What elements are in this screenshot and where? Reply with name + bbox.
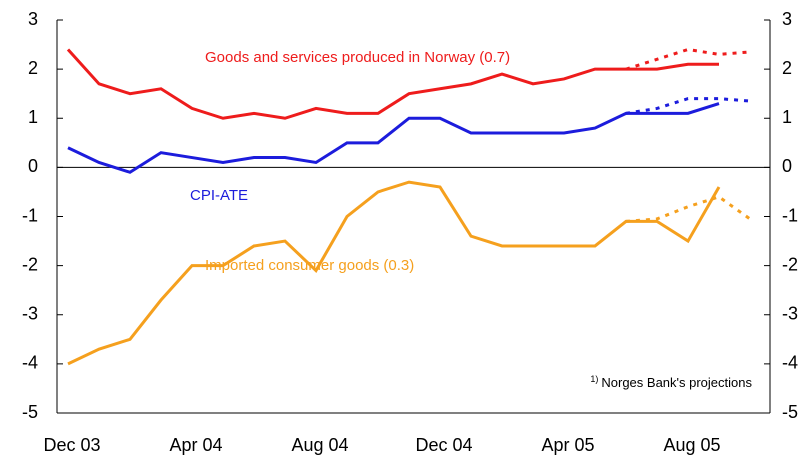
y2-tick-label: -2 — [782, 254, 798, 274]
y-tick-label: -4 — [22, 353, 38, 373]
y2-tick-label: -1 — [782, 205, 798, 225]
y2-tick-label: 2 — [782, 58, 792, 78]
y-tick-label: -1 — [22, 205, 38, 225]
series-label: Goods and services produced in Norway (0… — [205, 49, 510, 66]
y-tick-label: 3 — [28, 9, 38, 29]
y-tick-label: 0 — [28, 156, 38, 176]
y2-tick-label: -5 — [782, 402, 798, 422]
series-line — [66, 48, 719, 120]
y-tick-label: 2 — [28, 58, 38, 78]
y2-tick-label: 3 — [782, 9, 792, 29]
projection-line — [625, 97, 751, 115]
y-tick-label: -2 — [22, 254, 38, 274]
projection-line — [625, 47, 751, 71]
y-tick-label: -5 — [22, 402, 38, 422]
series-line — [67, 180, 721, 366]
x-tick-label: Apr 05 — [541, 435, 594, 455]
footnote-text: Norges Bank's projections — [601, 375, 752, 390]
x-tick-label: Dec 03 — [43, 435, 100, 455]
x-tick-label: Apr 04 — [169, 435, 222, 455]
x-tick-label: Dec 04 — [415, 435, 472, 455]
y-tick-label: 1 — [28, 107, 38, 127]
footnote-marker: 1) — [590, 374, 598, 384]
series-label: Imported consumer goods (0.3) — [205, 257, 414, 274]
series-label: CPI-ATE — [190, 187, 248, 204]
projection-line — [625, 195, 751, 223]
y2-tick-label: -4 — [782, 353, 798, 373]
x-tick-label: Aug 05 — [663, 435, 720, 455]
y2-tick-label: 0 — [782, 156, 792, 176]
y-tick-label: -3 — [22, 304, 38, 324]
y2-tick-label: 1 — [782, 107, 792, 127]
series-line — [67, 102, 720, 174]
footnote: 1) Norges Bank's projections — [590, 374, 752, 390]
y2-tick-label: -3 — [782, 304, 798, 324]
x-tick-label: Aug 04 — [291, 435, 348, 455]
